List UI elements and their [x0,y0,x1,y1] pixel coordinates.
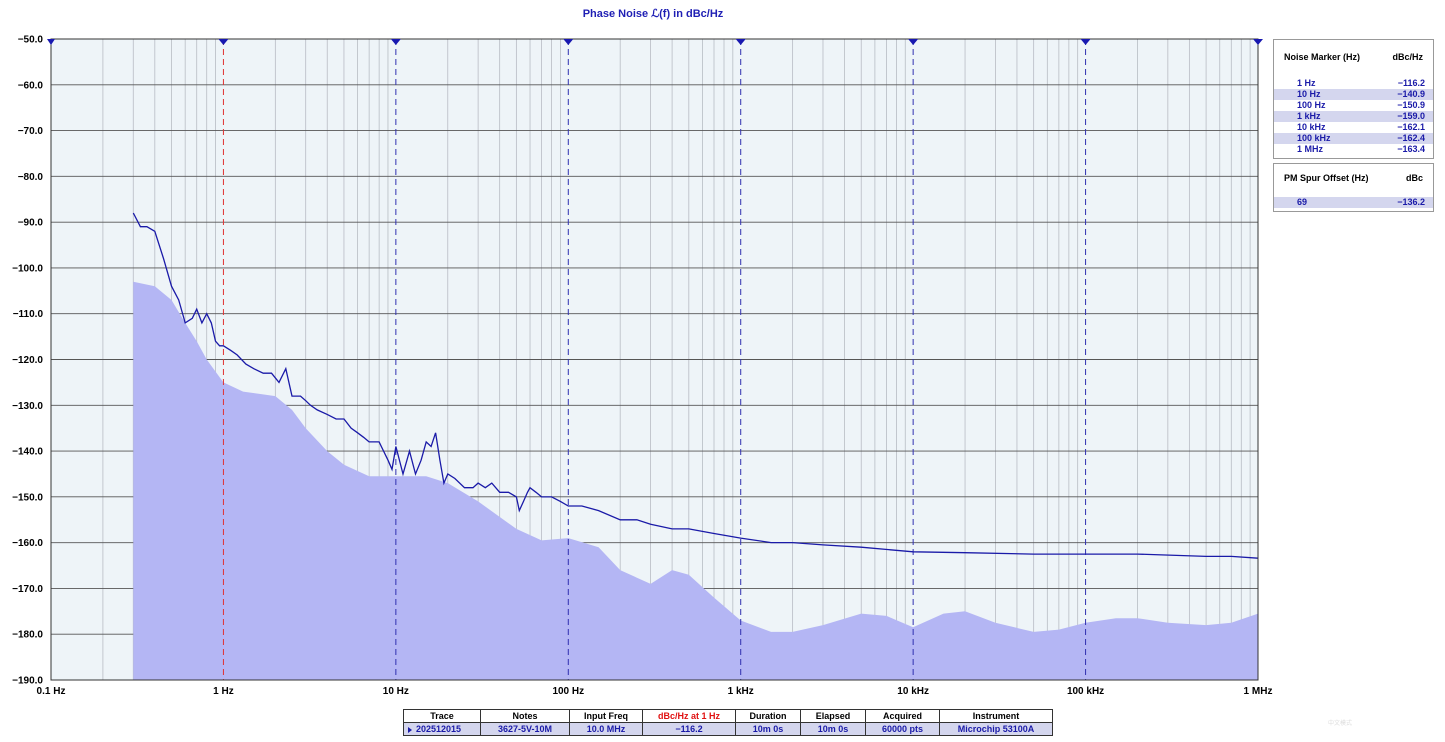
y-tick-label: −60.0 [18,80,44,91]
x-axis-ticks: 0.1 Hz 1 Hz 10 Hz 100 Hz 1 kHz 10 kHz 100 kHz 1… [37,686,1273,697]
y-tick-label: −160.0 [12,538,43,549]
marker-triangle-icon [908,39,919,45]
marker-freq: 100 kHz [1297,133,1331,143]
x-tick-label: 100 Hz [552,686,584,697]
spur-value: −136.2 [1397,197,1425,207]
marker-freq: 100 Hz [1297,100,1326,110]
pm-spur-header-label: PM Spur Offset (Hz) [1284,173,1369,183]
marker-value: −150.9 [1397,100,1425,110]
y-tick-label: −140.0 [12,447,43,458]
x-tick-label: 1 Hz [213,686,234,697]
x-tick-label: 10 Hz [383,686,409,697]
header-input-freq: Input Freq [569,709,643,723]
y-axis-ticks: −50.0 −60.0 −70.0 −80.0 −90.0 −100.0 −110.0 −12… [12,35,43,687]
cell-input-freq: 10.0 MHz [569,722,643,736]
header-notes: Notes [480,709,570,723]
marker-value: −159.0 [1397,111,1425,121]
noise-marker-header-label: Noise Marker (Hz) [1284,52,1361,62]
y-tick-label: −110.0 [13,309,44,320]
noise-floor-area [133,281,1258,680]
marker-triangle-icon [735,39,746,45]
marker-value: −116.2 [1397,78,1425,88]
header-dbc-at-1hz: dBc/Hz at 1 Hz [642,709,736,723]
y-tick-label: −70.0 [18,126,44,137]
chart-title: Phase Noise ℒ(f) in dBc/Hz [583,8,724,20]
trace-header-row: Trace Notes Input Freq dBc/Hz at 1 Hz Du… [403,709,1053,723]
pm-spur-table: PM Spur Offset (Hz) dBc 69 −136.2 [1273,163,1434,212]
y-tick-label: −100.0 [12,263,43,274]
plot-border [50,38,1259,681]
marker-value: −163.4 [1397,144,1425,154]
cell-instrument: Microchip 53100A [939,722,1053,736]
cell-dbc-at-1hz: −116.2 [642,722,736,736]
y-tick-label: −80.0 [18,172,44,183]
marker-value: −140.9 [1397,89,1425,99]
noise-marker-row: 1 Hz −116.2 [1274,78,1433,89]
y-tick-label: −90.0 [18,218,44,229]
pm-spur-header-unit: dBc [1405,173,1423,183]
cell-notes: 3627-5V-10M [480,722,570,736]
noise-marker-row: 100 Hz −150.9 [1274,100,1433,111]
noise-marker-row: 10 Hz −140.9 [1274,89,1433,100]
header-acquired: Acquired [865,709,940,723]
spur-freq: 69 [1297,197,1308,207]
marker-triangle-icon [1253,39,1263,45]
header-instrument: Instrument [939,709,1053,723]
cell-acquired: 60000 pts [865,722,940,736]
x-tick-label: 1 kHz [728,686,754,697]
trace-id: 202512015 [416,724,462,734]
y-tick-label: −170.0 [12,584,43,595]
x-tick-label: 1 MHz [1244,686,1273,697]
marker-triangle-icon [1080,39,1091,45]
header-trace: Trace [403,709,481,723]
marker-freq: 1 kHz [1297,111,1321,121]
cell-trace: 202512015 [403,722,481,736]
noise-marker-table: Noise Marker (Hz) dBc/Hz 1 Hz −116.2 10 H… [1273,39,1434,159]
trace-info-table: Trace Notes Input Freq dBc/Hz at 1 Hz Du… [403,709,1053,736]
noise-marker-row: 1 kHz −159.0 [1274,111,1433,122]
y-tick-label: −190.0 [12,676,43,687]
marker-triangle-icon [390,39,401,45]
pm-spur-header: PM Spur Offset (Hz) dBc [1274,164,1433,191]
y-tick-label: −50.0 [18,35,44,46]
noise-marker-header: Noise Marker (Hz) dBc/Hz [1274,40,1433,70]
marker-triangle-icon [218,39,229,45]
pm-spur-row: 69 −136.2 [1274,197,1433,208]
marker-triangle-icon [563,39,574,45]
x-tick-label: 10 kHz [897,686,929,697]
marker-freq: 10 Hz [1297,89,1321,99]
cell-duration: 10m 0s [735,722,801,736]
noise-marker-row: 100 kHz −162.4 [1274,133,1433,144]
y-tick-label: −150.0 [12,492,43,503]
header-duration: Duration [735,709,801,723]
marker-value: −162.1 [1397,122,1425,132]
marker-freq: 1 MHz [1297,144,1324,154]
phase-noise-trace [132,212,1259,559]
marker-value: −162.4 [1397,133,1425,143]
trace-data-row[interactable]: 202512015 3627-5V-10M 10.0 MHz −116.2 10… [403,722,1053,736]
marker-triangle-icon [47,39,55,45]
marker-freq: 1 Hz [1297,78,1316,88]
cell-elapsed: 10m 0s [800,722,866,736]
noise-marker-header-unit: dBc/Hz [1392,52,1423,62]
y-tick-label: −180.0 [12,630,43,641]
marker-freq: 10 kHz [1297,122,1326,132]
watermark: 中文模式 [1328,720,1353,727]
y-tick-label: −120.0 [12,355,43,366]
header-elapsed: Elapsed [800,709,866,723]
marker-lines [222,39,1087,680]
trace-play-icon [408,726,412,733]
x-tick-label: 100 kHz [1067,686,1104,697]
y-tick-label: −130.0 [12,401,43,412]
x-tick-label: 0.1 Hz [37,686,66,697]
marker-triangles [47,39,1263,45]
noise-marker-row: 10 kHz −162.1 [1274,122,1433,133]
noise-marker-row: 1 MHz −163.4 [1274,144,1433,155]
